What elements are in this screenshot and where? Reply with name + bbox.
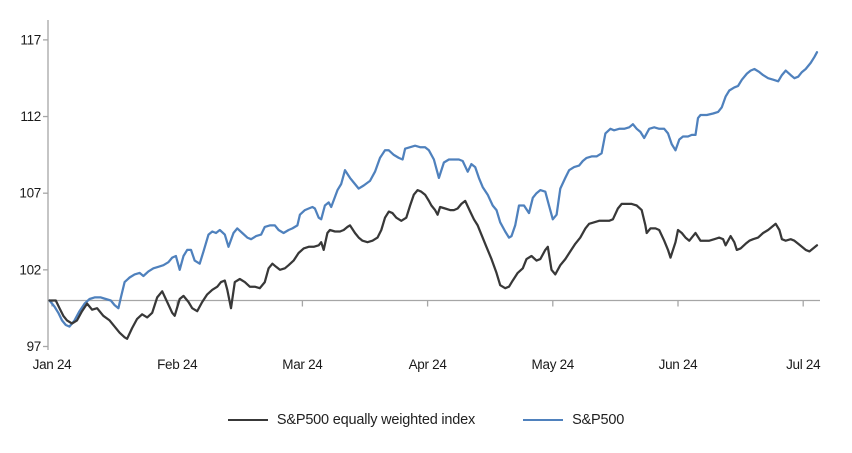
x-axis-tick-label: Apr 24 (409, 357, 448, 372)
y-axis-tick-label: 107 (19, 186, 41, 201)
x-axis-tick-label: May 24 (532, 357, 575, 372)
legend-label-sp500: S&P500 (572, 412, 625, 428)
x-axis-tick-label: Jul 24 (786, 357, 821, 372)
x-axis-tick-label: Mar 24 (282, 357, 323, 372)
y-axis-tick-label: 97 (27, 339, 41, 354)
series-line-sp500 (48, 51, 819, 328)
y-axis-tick-label: 102 (19, 262, 41, 277)
legend-line-swatch-blue (523, 419, 564, 421)
x-axis-tick-label: Jun 24 (659, 357, 699, 372)
x-axis-tick-label: Feb 24 (157, 357, 198, 372)
series-line-sp500-equal-weighted (48, 188, 819, 340)
legend-label-sp500-equal-weighted: S&P500 equally weighted index (276, 412, 476, 428)
x-axis-tick-label: Jan 24 (33, 357, 73, 372)
chart-legend: S&P500 equally weighted index S&P500 (0, 412, 852, 428)
axes: 97 102 107 112 117 Jan 24 Feb 24 Mar 24 Apr 24 Ma… (19, 20, 821, 372)
y-axis-tick-label: 117 (20, 32, 41, 47)
legend-item-sp500-equal-weighted: S&P500 equally weighted index (227, 412, 476, 428)
legend-item-sp500: S&P500 (523, 412, 624, 428)
y-axis-tick-label: 112 (20, 109, 41, 124)
legend-line-swatch-black (227, 419, 268, 421)
